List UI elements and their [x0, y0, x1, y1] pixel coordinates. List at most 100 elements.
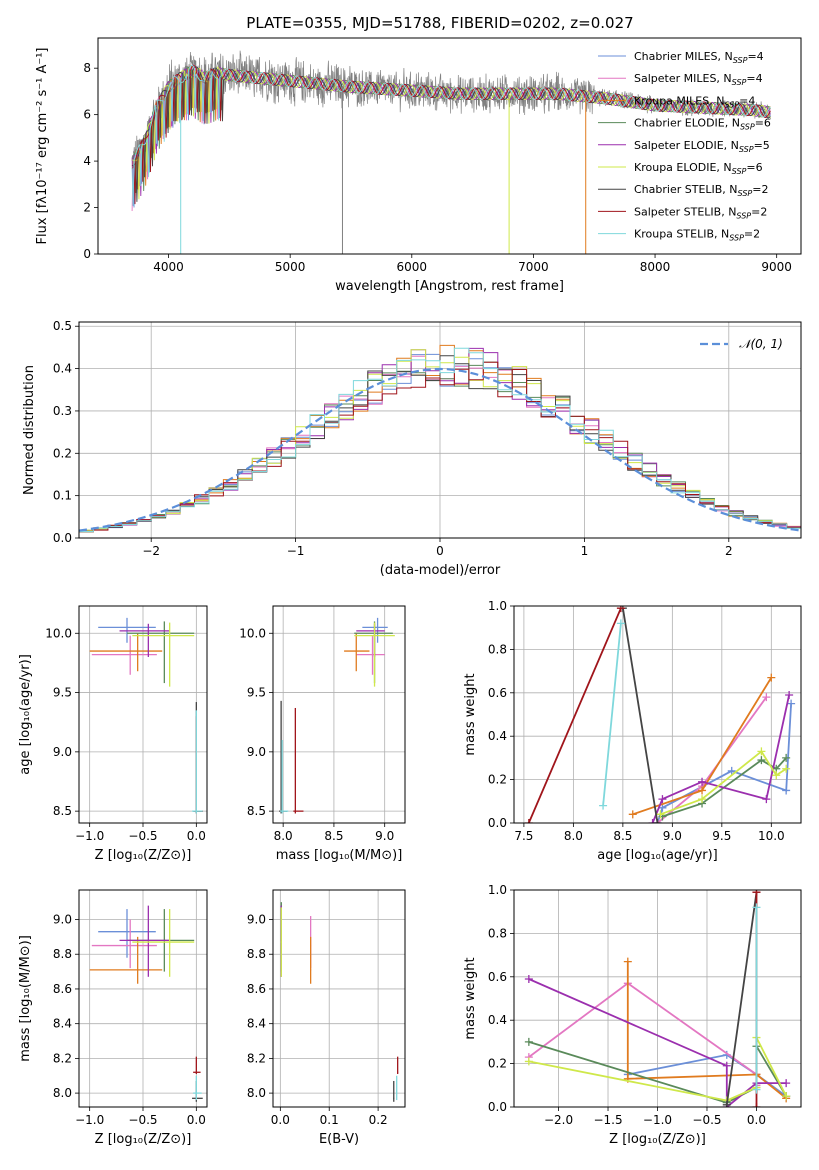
y-tick-label: 0.4	[488, 729, 507, 743]
plot-area	[89, 905, 203, 1102]
x-tick-label: 0.0	[271, 1113, 290, 1127]
weight-marker-kroupa_elodie	[757, 747, 766, 756]
y-tick-label: 8.8	[247, 947, 266, 961]
grid-lines	[79, 890, 207, 1107]
weight-marker-chabrier_miles	[787, 699, 796, 708]
legend-entry: Salpeter MILES, NSSP=4	[634, 72, 763, 87]
ticks: 4000 5000 6000 7000 8000 9000 0 2 4 6 8	[83, 61, 792, 274]
x-tick-label: −2	[142, 544, 160, 558]
x-axis-label: age [log₁₀(age/yr)]	[597, 848, 718, 863]
ticks: 0.0 0.1 0.2 8.0 8.2 8.4 8.6 8.8 9.0	[247, 913, 388, 1127]
weight-marker-salpeter_stelib	[752, 1103, 761, 1107]
plot-area	[131, 50, 771, 254]
model-spectrum-salpeter_stelib	[131, 64, 771, 205]
y-tick-label: 9.5	[53, 686, 72, 700]
ticks: −2.0 −1.5 −1.0 −0.5 0.0 0.0 0.2 0.4 0.6 0.8 1.0	[488, 883, 766, 1127]
weight-marker-salpeter_elodie	[648, 819, 657, 823]
x-tick-label: −0.5	[128, 1113, 157, 1127]
x-tick-label: 0.1	[320, 1113, 339, 1127]
plot-area	[279, 617, 395, 814]
y-tick-label: 8.2	[53, 1051, 72, 1065]
x-tick-label: −1.0	[75, 1113, 104, 1127]
x-axis-label: mass [log₁₀(M/M⊙)]	[276, 848, 403, 863]
weight-vs-metallicity-panel: −2.0 −1.5 −1.0 −0.5 0.0 0.0 0.2 0.4 0.6 0.8 1.0 Z […	[463, 883, 802, 1147]
plot-area	[524, 890, 791, 1107]
axes-frame	[513, 889, 802, 1108]
y-tick-label: 9.0	[247, 745, 266, 759]
x-tick-label: −2.0	[544, 1113, 573, 1127]
y-tick-label: 10.0	[239, 626, 266, 640]
weight-marker-salpeter_elodie	[785, 690, 794, 699]
histogram-kroupa_stelib	[79, 347, 801, 532]
axes-frame	[78, 321, 802, 539]
weight-marker-kroupa_stelib	[752, 1085, 761, 1094]
y-tick-label: 0	[83, 247, 91, 261]
legend-entry: Salpeter STELIB, NSSP=2	[634, 205, 767, 220]
plot-area	[89, 617, 203, 814]
y-tick-label: 9.0	[53, 745, 72, 759]
grid-lines	[273, 890, 405, 1107]
y-tick-label: 8.8	[53, 947, 72, 961]
weight-marker-kroupa_elodie	[698, 795, 707, 804]
y-tick-label: 0.4	[53, 362, 72, 376]
y-axis-label: mass weight	[463, 957, 478, 1039]
axes-frame	[272, 889, 406, 1108]
mass-vs-ebv-panel: 0.0 0.1 0.2 8.0 8.2 8.4 8.6 8.8 9.0 E(B-V)	[247, 889, 406, 1147]
x-tick-label: 0.0	[187, 829, 206, 843]
model-spectrum-kroupa_stelib	[131, 64, 771, 207]
x-tick-label: −1	[287, 544, 305, 558]
legend-entry: 𝒩(0, 1)	[739, 337, 783, 351]
y-tick-label: 9.5	[247, 686, 266, 700]
weight-marker-salpeter_elodie	[722, 1061, 731, 1070]
weight-marker-salpeter_elodie	[524, 974, 533, 983]
y-tick-label: 0.2	[488, 1057, 507, 1071]
legend-entry: Kroupa STELIB, NSSP=2	[634, 228, 760, 243]
x-axis-label: (data-model)/error	[380, 563, 501, 578]
weight-marker-salpeter_elodie	[762, 795, 771, 804]
weight-series-kroupa_stelib	[602, 623, 622, 806]
weight-marker-kroupa_stelib	[616, 619, 625, 628]
ticks: −1.0 −0.5 0.0 8.5 9.0 9.5 10.0	[45, 626, 206, 843]
weight-marker-kroupa_miles	[767, 673, 776, 682]
y-tick-label: 0.6	[488, 686, 507, 700]
weight-series-salpeter_elodie	[528, 978, 787, 1107]
y-tick-label: 0.8	[488, 926, 507, 940]
weight-series-salpeter_stelib	[527, 607, 622, 823]
ticks: 8.0 8.5 9.0 8.5 9.0 9.5 10.0	[239, 626, 394, 843]
weight-marker-kroupa_miles	[698, 786, 707, 795]
axes-frame	[513, 605, 802, 824]
y-tick-label: 8.2	[247, 1051, 266, 1065]
weight-marker-chabrier_stelib	[722, 1100, 731, 1107]
weight-marker-kroupa_elodie	[772, 771, 781, 780]
y-axis-label: mass weight	[463, 673, 478, 755]
x-tick-label: 8.5	[324, 829, 343, 843]
weight-marker-salpeter_stelib	[524, 819, 533, 823]
ticks: −1.0 −0.5 0.0 8.0 8.2 8.4 8.6 8.8 9.0	[53, 913, 206, 1127]
y-axis-label: age [log₁₀(age/yr)]	[18, 654, 33, 775]
y-tick-label: 9.0	[247, 913, 266, 927]
spectrum-legend: Chabrier MILES, NSSP=4 Salpeter MILES, NS…	[598, 50, 771, 243]
mass-vs-metallicity-panel: −1.0 −0.5 0.0 8.0 8.2 8.4 8.6 8.8 9.0 Z [log₁₀(Z/…	[18, 889, 208, 1147]
ticks: 7.5 8.0 8.5 9.0 9.5 10.0 0.0 0.2 0.4 0.6 0.8 1.0	[488, 599, 785, 843]
x-tick-label: −0.5	[692, 1113, 721, 1127]
y-tick-label: 0.1	[53, 489, 72, 503]
weight-marker-kroupa_elodie	[656, 810, 665, 819]
x-tick-label: 0.2	[369, 1113, 388, 1127]
x-tick-label: 9.5	[712, 829, 731, 843]
weight-marker-chabrier_elodie	[757, 756, 766, 765]
weight-marker-kroupa_elodie	[782, 1092, 791, 1101]
weight-marker-kroupa_miles	[628, 810, 637, 819]
spectrum-panel: 4000 5000 6000 7000 8000 9000 0 2 4 6 8 wavelength …	[35, 37, 802, 294]
y-axis-label: mass [log₁₀(M/M⊙)]	[18, 935, 33, 1062]
y-tick-label: 8.0	[53, 1086, 72, 1100]
grid-lines	[273, 606, 405, 823]
grid-lines	[514, 605, 801, 824]
axes-frame	[78, 889, 208, 1108]
x-tick-label: 8.0	[564, 829, 583, 843]
x-axis-label: Z [log₁₀(Z/Z⊙)]	[609, 1132, 706, 1147]
weight-series-kroupa_miles	[626, 961, 787, 1100]
y-tick-label: 0.8	[488, 642, 507, 656]
x-tick-label: −1.0	[75, 829, 104, 843]
x-axis-label: Z [log₁₀(Z/Z⊙)]	[95, 848, 192, 863]
